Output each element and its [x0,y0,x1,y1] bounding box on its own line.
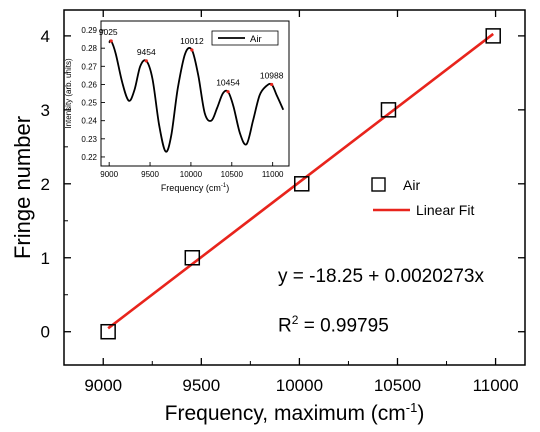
y-tick-label: 0 [41,323,50,342]
inset-y-tick-label: 0.24 [81,117,97,126]
inset-x-tick-label: 10000 [180,170,203,179]
inset-peak-label: 10988 [260,70,284,80]
inset-peak-marker [144,59,148,63]
inset-peak-marker [109,39,113,43]
inset-x-tick-label: 10500 [221,170,244,179]
x-tick-label: 9500 [182,376,220,395]
data-point-air [294,176,310,192]
x-tick-label: 10500 [374,376,421,395]
inset-x-tick-label: 9000 [100,170,118,179]
inset-peak-label: 9025 [99,27,118,37]
inset-y-tick-label: 0.27 [81,62,97,71]
x-axis-label-tail: ) [417,402,424,425]
inset-x-tick-label: 9500 [141,170,159,179]
legend-label-air: Air [403,177,420,193]
inset-legend-label-air: Air [250,34,262,45]
x-tick-label: 9000 [84,376,122,395]
x-tick-label: 11000 [473,376,519,395]
r-squared-annotation: R2 = 0.99795 [278,313,389,337]
inset-peak-marker [270,82,274,87]
inset-x-tick-label: 11000 [262,170,284,179]
data-point-air [100,323,116,340]
inset-x-axis-label: Frequency (cm-1) [161,183,229,193]
inset-y-tick-label: 0.22 [81,153,97,162]
data-point-air [485,28,501,44]
inset-y-axis-label: Intensity (arb. units) [64,58,73,129]
data-point-air [184,250,201,266]
x-axis-label-superscript: -1 [406,400,418,415]
data-point-air [380,102,397,118]
fit-equation: y = -18.25 + 0.0020273x [278,266,484,287]
inset-intensity-curve [108,39,285,153]
inset-peak-label: 10454 [216,78,240,88]
legend-label-linear-fit: Linear Fit [416,202,474,218]
y-tick-label: 3 [41,101,50,120]
inset-peak-label: 10012 [180,36,204,46]
x-axis-label: Frequency, maximum (cm-1) [165,400,425,425]
y-tick-label: 4 [41,27,50,46]
inset-peak-marker [190,48,194,52]
inset-y-tick-label: 0.25 [81,99,97,108]
inset-y-tick-label: 0.23 [81,135,97,144]
y-tick-label: 2 [41,175,50,194]
r-squared-superscript: 2 [291,313,299,327]
inset-peak-label: 9454 [137,47,156,57]
x-tick-label: 10000 [276,376,323,395]
legend-marker-air [371,177,386,192]
y-axis-label: Fringe number [10,116,35,259]
inset-y-tick-label: 0.26 [81,80,97,89]
inset-y-tick-label: 0.29 [81,26,97,35]
r-squared-value: = 0.99795 [298,315,389,337]
r-squared-label: R [278,315,292,337]
inset-y-tick-label: 0.28 [81,44,97,53]
linear-fit-line [107,32,495,330]
inset-x-axis-label-tail: ) [226,183,229,193]
inset-x-axis-label-superscript: -1 [221,183,227,189]
inset-peak-marker [226,90,230,94]
y-tick-label: 1 [41,249,50,268]
main-plot-frame [63,9,526,366]
